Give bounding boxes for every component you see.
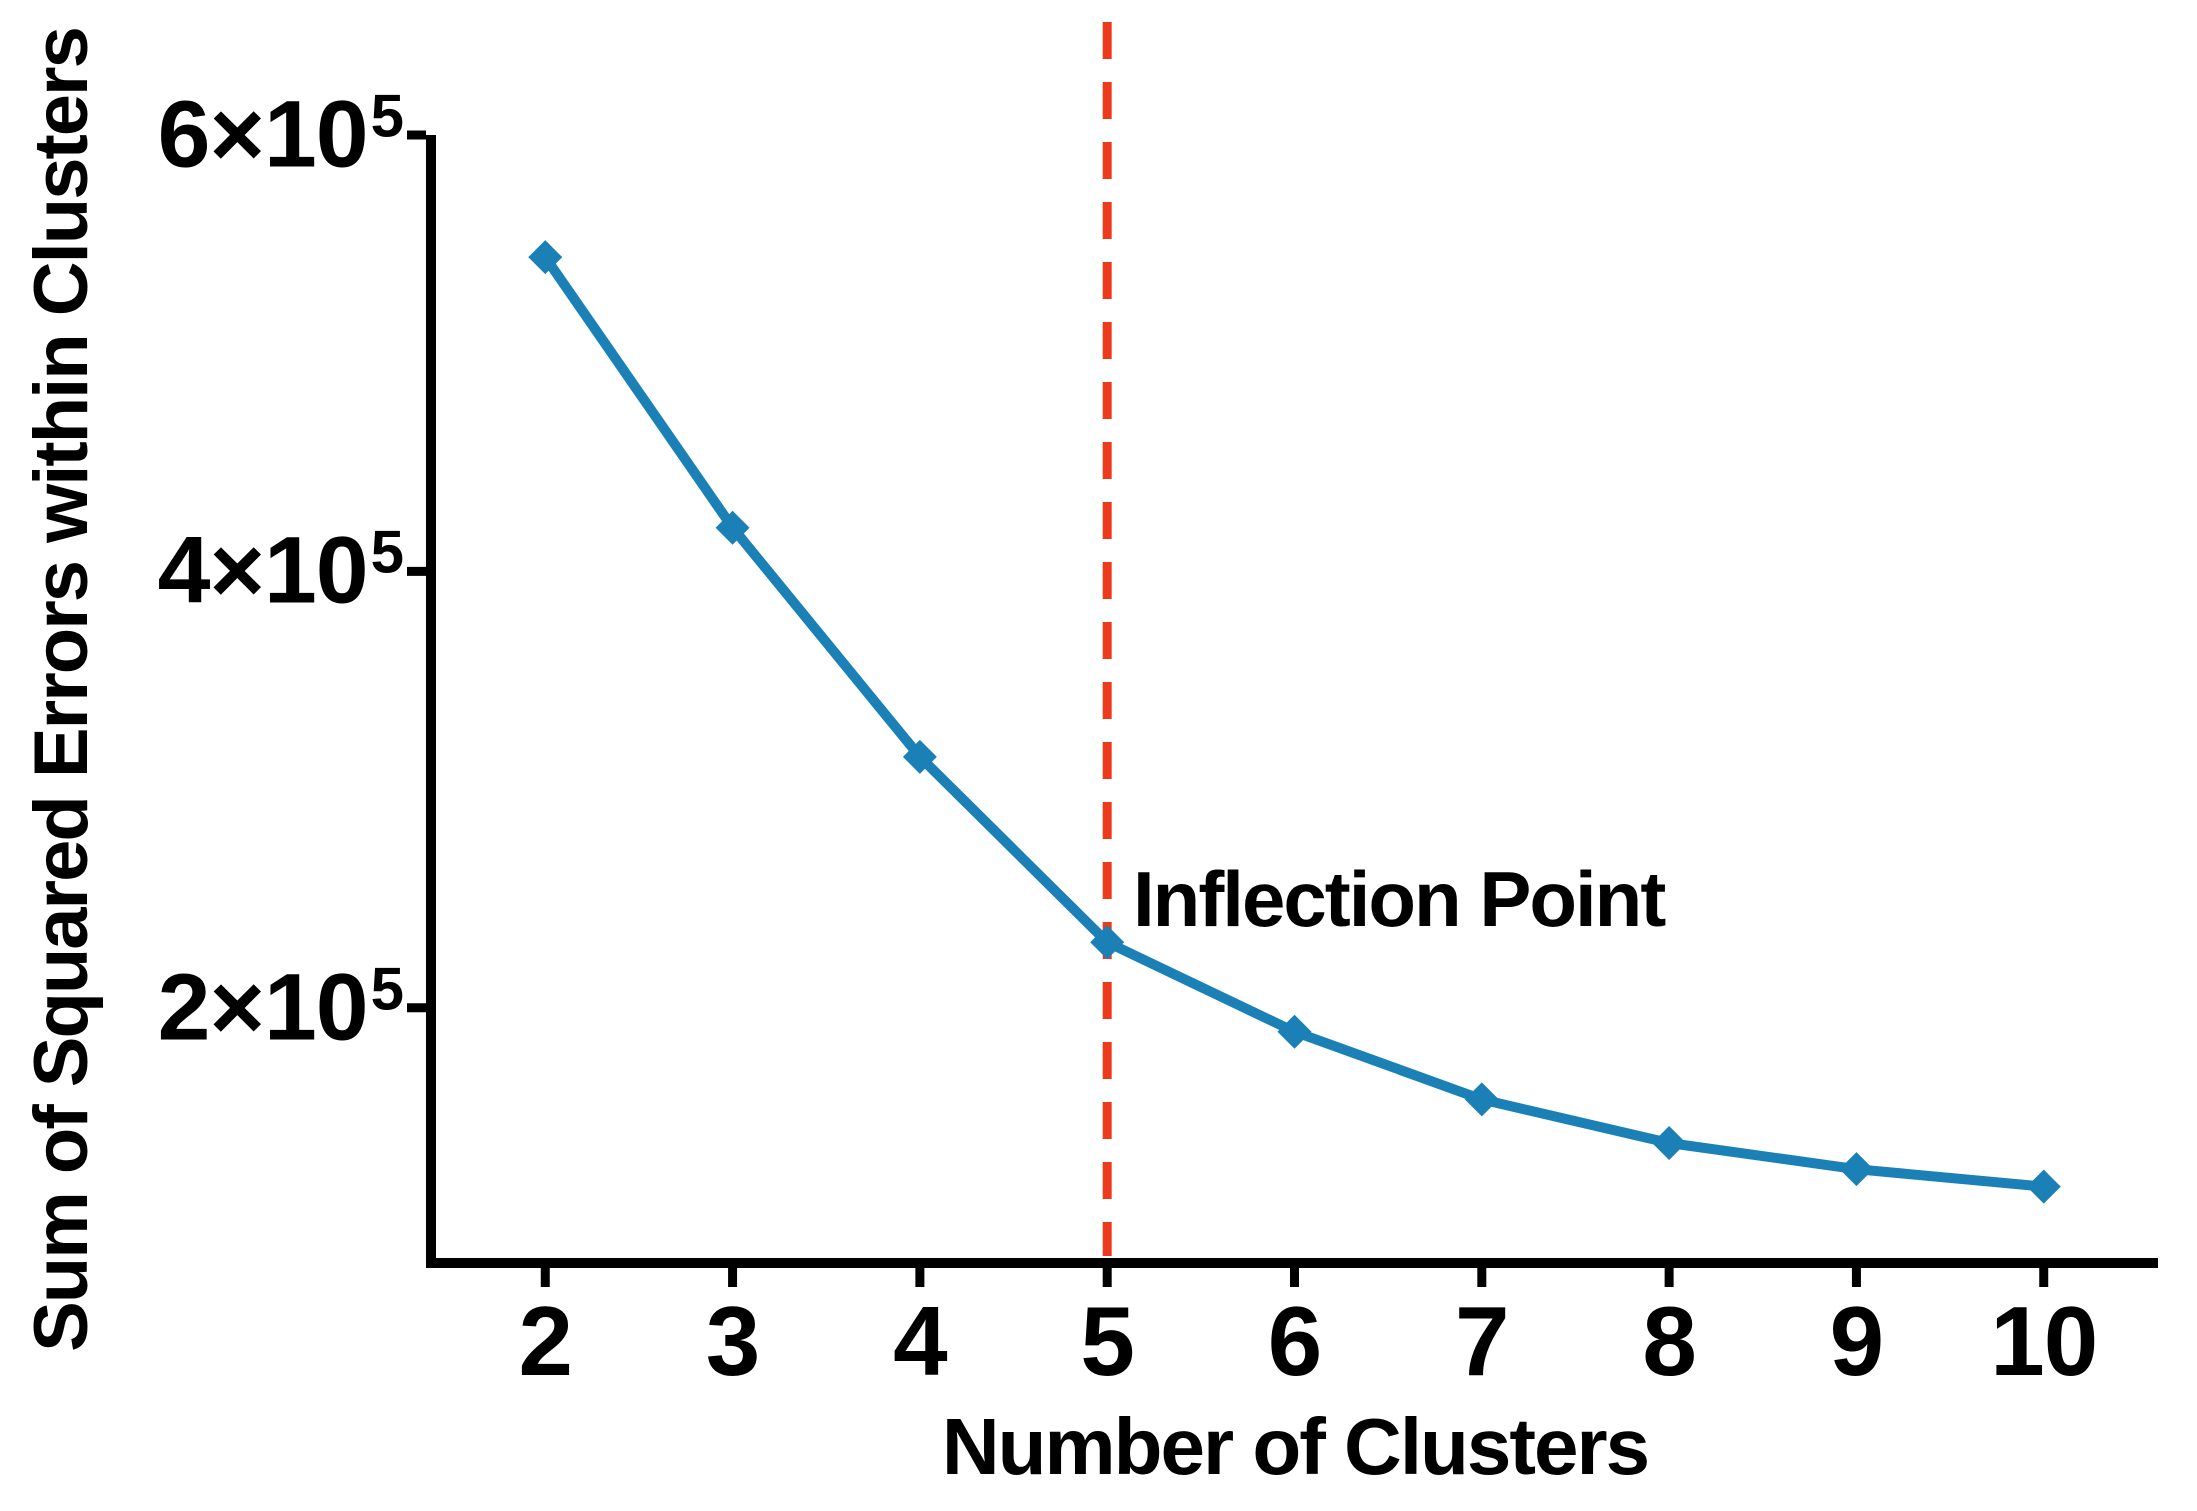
x-axis-title: Number of Clusters	[941, 1402, 1650, 1491]
y-axis-title: Sum of Squared Errors within Clusters	[19, 28, 104, 1352]
x-tick-label: 2	[518, 1286, 573, 1396]
x-tick-label: 3	[705, 1286, 761, 1396]
x-tick-label: 8	[1642, 1286, 1697, 1396]
x-tick-label: 7	[1455, 1286, 1510, 1396]
inflection-point-annotation: Inflection Point	[1133, 855, 1666, 943]
y-tick-label: 6×105	[157, 81, 404, 188]
y-tick-label: 2×105	[157, 954, 404, 1061]
data-point-marker	[1839, 1152, 1874, 1187]
y-tick-label: 4×105	[157, 517, 404, 624]
data-point-marker	[1464, 1082, 1499, 1117]
x-tick-label: 6	[1267, 1286, 1323, 1396]
data-point-marker	[528, 240, 563, 275]
x-tick-label: 10	[1990, 1286, 2098, 1396]
axis-spines	[426, 135, 2158, 1268]
data-point-marker	[1090, 925, 1125, 960]
x-tick-label: 9	[1829, 1286, 1885, 1396]
x-tick-label: 4	[893, 1286, 948, 1396]
data-point-marker	[1652, 1126, 1687, 1160]
data-point-marker	[902, 739, 937, 774]
data-point-marker	[715, 510, 750, 545]
x-tick-label: 5	[1080, 1286, 1135, 1396]
data-point-marker	[2026, 1169, 2061, 1204]
data-point-marker	[1277, 1014, 1312, 1049]
